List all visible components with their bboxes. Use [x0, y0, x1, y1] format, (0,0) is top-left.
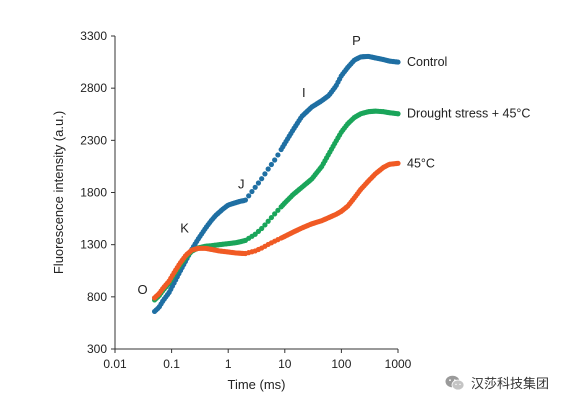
data-point: [268, 161, 275, 168]
x-tick-label: 1: [225, 357, 232, 371]
phase-label-o: O: [137, 282, 147, 297]
series-0: [151, 53, 401, 315]
x-tick-label: 1000: [385, 357, 412, 371]
y-tick-label: 1300: [80, 238, 107, 252]
series-1: [151, 108, 401, 303]
labels-layer: Control Drought stress + 45°C 45°C O K J I P: [137, 33, 530, 297]
data-point: [259, 225, 265, 232]
data-point: [249, 188, 255, 195]
data-point: [395, 59, 401, 65]
data-point: [262, 171, 268, 177]
series-label: Control: [407, 55, 447, 69]
y-tick-label: 2300: [80, 133, 107, 147]
data-point: [252, 184, 258, 190]
y-tick-label: 300: [87, 342, 107, 356]
data-point: [255, 180, 262, 186]
x-tick-label: 0.1: [163, 357, 180, 371]
y-tick-label: 3300: [80, 29, 107, 43]
phase-label-k: K: [180, 221, 189, 236]
phase-label-j: J: [238, 176, 245, 191]
data-point: [268, 214, 275, 221]
y-tick-label: 2800: [80, 81, 107, 95]
data-point: [395, 160, 401, 166]
data-point: [262, 222, 268, 228]
phase-label-p: P: [352, 33, 361, 48]
wechat-logo-icon: [445, 375, 465, 390]
series-layer: [151, 53, 401, 315]
axes: 0.01 0.1 1 10 100 1000 300 800 1300 1800 2300 2800 3…: [80, 29, 411, 371]
x-axis-title: Time (ms): [227, 377, 285, 392]
y-tick-label: 1800: [80, 186, 107, 200]
data-point: [275, 207, 281, 213]
series-2: [151, 160, 401, 301]
y-axis-title: Fluorescence intensity (a.u.): [51, 111, 66, 274]
watermark: 汉莎科技集团: [445, 373, 549, 392]
data-point: [395, 111, 401, 117]
data-point: [246, 193, 252, 199]
data-point: [242, 197, 249, 203]
data-point: [275, 152, 281, 158]
series-label: Drought stress + 45°C: [407, 107, 530, 121]
data-point: [272, 157, 278, 163]
watermark-text: 汉莎科技集团: [470, 377, 549, 392]
data-point: [265, 218, 271, 224]
phase-label-i: I: [302, 85, 306, 100]
x-tick-label: 0.01: [103, 357, 127, 371]
x-tick-label: 100: [331, 357, 351, 371]
data-point: [259, 176, 265, 182]
y-tick-label: 800: [87, 290, 107, 304]
data-point: [272, 211, 278, 217]
data-point: [265, 166, 271, 172]
x-tick-label: 10: [278, 357, 292, 371]
series-label: 45°C: [407, 156, 435, 170]
